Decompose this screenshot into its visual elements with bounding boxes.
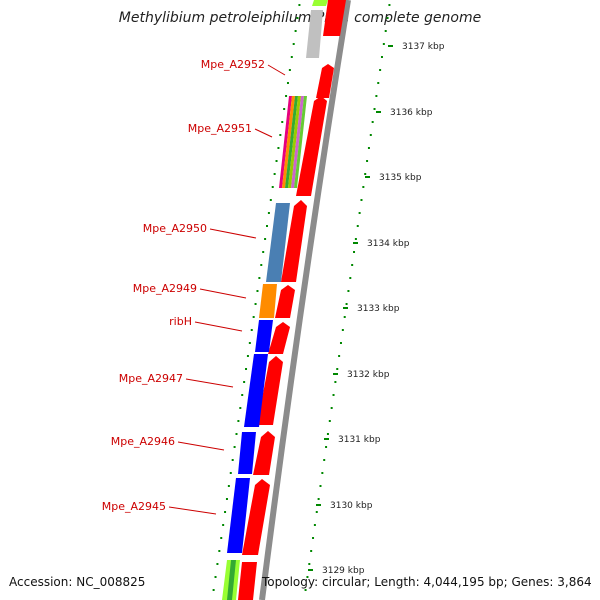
tick-dots	[212, 4, 391, 591]
map-title: Methylibium petroleiphilum PM1, complete…	[118, 10, 482, 26]
cds-track-outer	[238, 0, 346, 600]
cds-arrow	[268, 322, 290, 354]
gene-label[interactable]: Mpe_A2952	[201, 58, 265, 71]
feature-track-inner	[222, 0, 328, 600]
scale-label: 3135 kbp	[379, 173, 422, 183]
feature-grey	[306, 10, 323, 58]
scale-label: 3131 kbp	[338, 435, 381, 445]
gene-label[interactable]: Mpe_A2946	[111, 435, 175, 448]
feature-blue	[255, 320, 273, 352]
feature-blue	[238, 432, 256, 474]
cds-arrow	[275, 285, 295, 318]
scale-label: 3137 kbp	[402, 42, 445, 52]
feature-green	[227, 560, 236, 600]
scale-labels: 3137 kbp 3136 kbp 3135 kbp 3134 kbp 3133 kbp…	[308, 42, 445, 576]
backbone-shadow	[259, 0, 351, 600]
cds-arrow	[257, 356, 283, 425]
gene-leader-line	[177, 441, 225, 451]
feature-steelblue	[266, 203, 290, 282]
gene-label[interactable]: Mpe_A2951	[188, 122, 252, 135]
gene-leader-line	[199, 288, 247, 299]
topology-text: Topology: circular; Length: 4,044,195 bp…	[262, 575, 592, 589]
gene-leader-line	[194, 321, 243, 332]
gene-leader-line	[267, 64, 286, 76]
accession-text: Accession: NC_008825	[9, 575, 146, 589]
scale-label: 3132 kbp	[347, 370, 390, 380]
gene-label[interactable]: Mpe_A2947	[119, 372, 183, 385]
cds-segment	[323, 0, 346, 36]
feature-blue	[244, 354, 268, 427]
gene-label[interactable]: ribH	[169, 315, 192, 328]
feature-orange	[259, 284, 277, 318]
gene-labels: Mpe_A2952 Mpe_A2951 Mpe_A2950 Mpe_A2949 ribH…	[102, 58, 286, 515]
cds-arrow	[316, 64, 334, 98]
cds-arrow	[242, 479, 270, 555]
feature-blue	[227, 478, 250, 553]
gene-leader-line	[185, 378, 234, 388]
scale-label: 3129 kbp	[322, 566, 365, 576]
feature-multicolor-block	[279, 96, 307, 188]
scale-label: 3133 kbp	[357, 304, 400, 314]
cds-arrow	[296, 96, 327, 196]
cds-arrow	[253, 431, 275, 475]
gene-leader-line	[209, 228, 257, 239]
cds-arrow	[281, 200, 307, 282]
gene-label[interactable]: Mpe_A2949	[133, 282, 197, 295]
scale-label: 3136 kbp	[390, 108, 433, 118]
gene-label[interactable]: Mpe_A2945	[102, 500, 166, 513]
gene-label[interactable]: Mpe_A2950	[143, 222, 207, 235]
scale-label: 3130 kbp	[330, 501, 373, 511]
feature-lime	[312, 0, 328, 6]
scale-label: 3134 kbp	[367, 239, 410, 249]
gene-leader-line	[168, 506, 217, 515]
cds-segment	[238, 562, 257, 600]
gene-leader-line	[254, 128, 273, 138]
